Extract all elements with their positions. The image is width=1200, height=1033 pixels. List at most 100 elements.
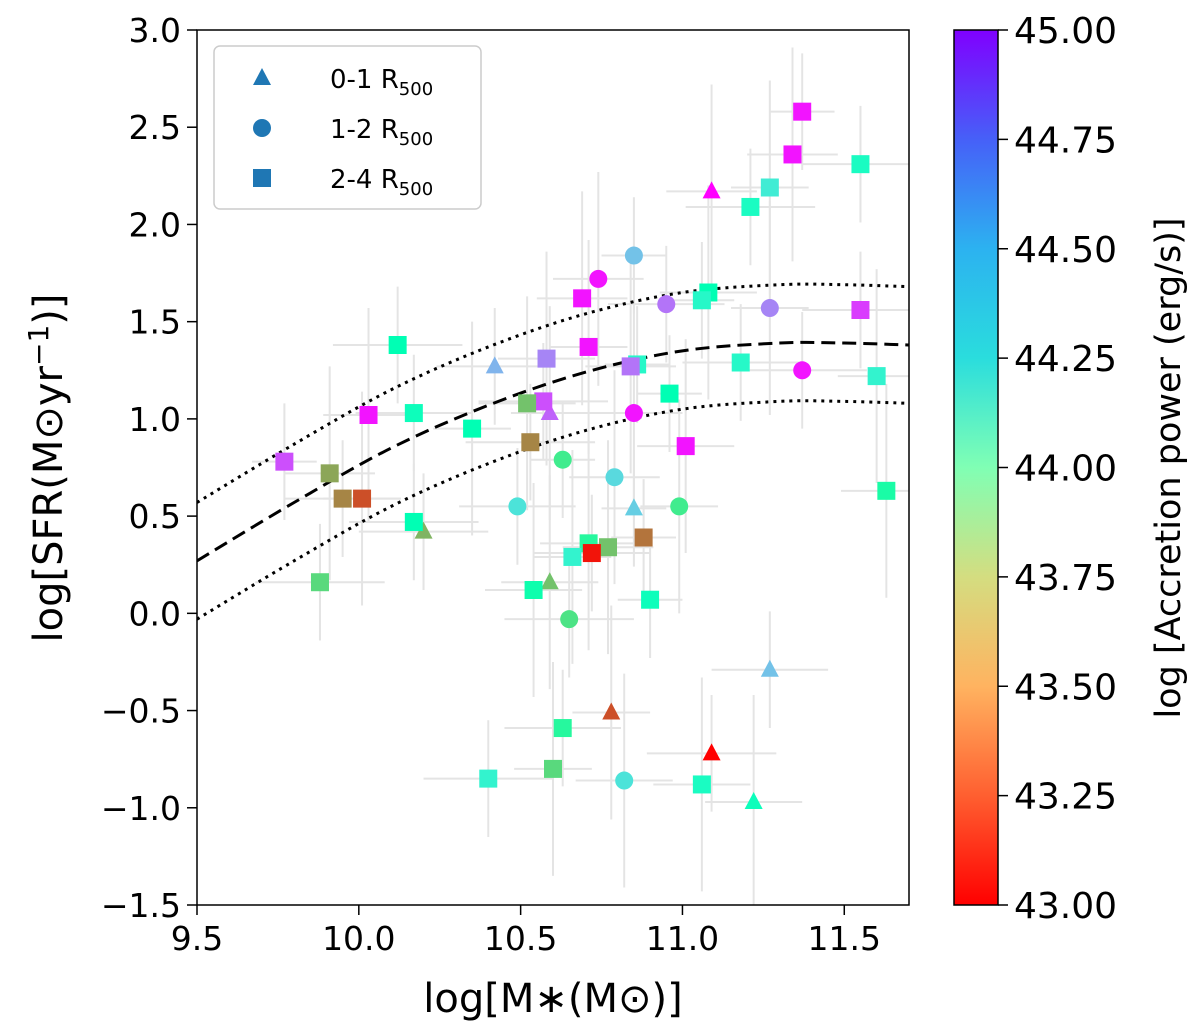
data-point-square (310, 573, 329, 592)
colorbar-tick-label: 43.75 (1014, 558, 1117, 599)
data-point-square (333, 489, 352, 508)
data-point-square (359, 406, 378, 424)
x-axis-label: log[M∗(M⊙)] (423, 976, 682, 1022)
legend-label-sub: 500 (399, 79, 433, 100)
data-point-square (579, 337, 598, 356)
colorbar-label: log [Accretion power (erg/s)] (1149, 217, 1189, 718)
data-point-triangle (602, 702, 621, 720)
data-markers (275, 102, 896, 809)
legend-marker-circle (253, 119, 271, 137)
data-point-square (388, 336, 407, 354)
y-tick-label: 1.5 (129, 303, 181, 342)
y-axis-ticks: −1.5 −1.0 −0.5 0.0 0.5 1.0 1.5 2.0 2.5 3.0 (101, 11, 197, 925)
data-point-square (692, 775, 711, 794)
data-point-triangle (485, 356, 504, 374)
x-axis-ticks: 9.5 10.0 10.5 11.0 11.5 (171, 905, 881, 958)
data-point-triangle (702, 743, 721, 761)
data-point-triangle (744, 791, 763, 809)
data-point-square (641, 590, 660, 609)
legend-marker-triangle (253, 68, 271, 85)
data-point-square (851, 155, 870, 174)
legend-marker-square (253, 169, 271, 187)
data-point-square (404, 512, 423, 531)
data-point-square (621, 357, 640, 376)
y-tick-label: 0.5 (129, 497, 181, 536)
curve-upper (197, 282, 909, 504)
data-point-square (553, 719, 572, 738)
trend-curves (197, 282, 909, 621)
y-tick-label: 2.5 (129, 108, 181, 147)
data-point-square (692, 291, 711, 310)
data-point-circle (615, 771, 634, 790)
data-point-square (676, 437, 695, 456)
y-axis-label-end: )] (26, 293, 72, 324)
data-point-square (320, 464, 339, 483)
data-point-square (783, 145, 802, 164)
colorbar-gradient (954, 30, 998, 905)
data-point-circle (624, 246, 643, 265)
colorbar-tick-label: 44.75 (1014, 120, 1117, 161)
x-tick-label: 11.0 (646, 919, 719, 958)
data-point-square (660, 384, 679, 403)
colorbar-tick-label: 44.50 (1014, 230, 1117, 271)
data-point-square (793, 102, 812, 121)
data-point-square (479, 769, 498, 788)
y-tick-label: 0.0 (129, 594, 181, 633)
data-point-square (353, 489, 372, 508)
data-point-square (524, 581, 543, 599)
data-point-circle (624, 404, 643, 423)
curve-main (197, 340, 909, 563)
data-point-triangle (540, 572, 559, 590)
data-point-square (573, 289, 592, 308)
data-point-square (867, 367, 886, 386)
data-point-square (544, 759, 562, 778)
data-point-square (537, 349, 556, 368)
colorbar-tick-label: 44.25 (1014, 339, 1117, 380)
x-tick-label: 11.5 (808, 919, 881, 958)
data-point-square (599, 538, 618, 557)
data-point-square (741, 197, 760, 216)
data-point-circle (508, 497, 527, 516)
data-point-circle (670, 497, 689, 516)
colorbar-tick-label: 43.50 (1014, 667, 1117, 708)
data-point-square (760, 178, 779, 197)
y-axis-label: log[SFR(M⊙yr−1)] (22, 293, 72, 642)
x-tick-label: 9.5 (171, 919, 223, 958)
data-point-triangle (760, 659, 779, 677)
y-tick-label: −0.5 (101, 692, 181, 731)
curve-lower (197, 399, 909, 621)
data-point-circle (657, 295, 676, 314)
colorbar-tick-label: 43.00 (1014, 886, 1117, 927)
data-point-triangle (624, 498, 643, 516)
data-point-circle (589, 269, 608, 288)
y-tick-label: 1.0 (129, 400, 181, 439)
colorbar-tick-label: 44.00 (1014, 449, 1117, 490)
colorbar-tick-label: 45.00 (1014, 11, 1117, 52)
data-point-circle (605, 468, 624, 487)
data-point-square (851, 301, 870, 319)
x-tick-label: 10.5 (484, 919, 557, 958)
y-tick-label: −1.5 (101, 886, 181, 925)
data-point-circle (760, 299, 779, 318)
y-tick-label: 2.0 (129, 205, 181, 244)
data-point-square (521, 433, 540, 452)
data-point-square (877, 481, 896, 500)
data-point-circle (553, 450, 572, 469)
colorbar-tick-label: 43.25 (1014, 777, 1117, 818)
data-point-triangle (540, 403, 559, 421)
y-axis-label-main: log[SFR(M⊙yr (26, 365, 72, 642)
y-axis-label-sup: −1 (22, 325, 55, 366)
x-tick-label: 10.0 (322, 919, 395, 958)
data-point-square (463, 419, 482, 438)
data-point-square (518, 394, 537, 413)
data-point-square (534, 392, 553, 411)
data-point-square (404, 404, 423, 423)
plot-frame (196, 29, 910, 906)
legend-label-sub: 500 (399, 179, 433, 200)
data-point-square (634, 528, 653, 547)
data-point-triangle (414, 521, 433, 539)
y-tick-label: 3.0 (129, 11, 181, 50)
